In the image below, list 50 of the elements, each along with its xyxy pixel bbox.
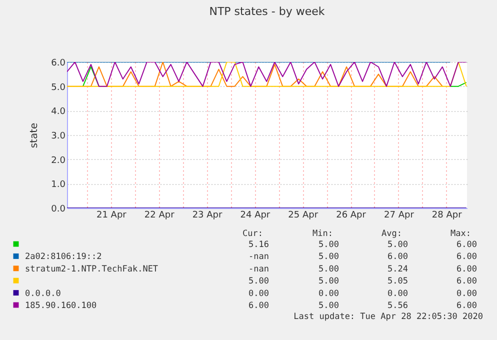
text: Max: [450,229,471,239]
chart-title: NTP states - by week [209,5,326,18]
x-tick-label: 23 Apr [192,210,223,220]
x-tick-label: 28 Apr [432,210,462,220]
text: 6.00 [456,240,477,250]
text: -nan [248,252,269,262]
y-axis-title: state [29,122,40,148]
x-tick-label: 24 Apr [240,210,270,220]
text: 5.00 [318,264,339,274]
text: 5.24 [388,264,408,274]
x-tick-label: 27 Apr [384,210,414,220]
legend-label: 2a02:8106:19::2 [25,252,102,262]
text: Last update: Tue Apr 28 22:05:30 2020 [294,312,483,322]
text: 0.00 [318,288,339,299]
x-tick-label: 25 Apr [288,210,318,220]
text: Cur: [242,229,263,239]
y-tick-label: 5.0 [51,82,66,93]
text: 5.00 [318,301,339,311]
text: 6.00 [456,276,477,287]
y-tick-label: 2.0 [51,156,66,166]
text: 5.00 [318,276,339,287]
text: Avg: [382,229,402,239]
x-tick-label: 26 Apr [336,210,366,220]
text: 5.00 [318,252,339,262]
y-tick-label: 0.0 [51,204,66,214]
text: 5.00 [388,240,408,250]
legend-label: 0.0.0.0 [25,288,61,299]
text: 0.00 [248,288,269,299]
text: 6.00 [456,252,477,262]
text: 5.00 [248,276,269,287]
text: 5.05 [388,276,408,287]
x-tick-label: 21 Apr [96,210,127,220]
legend-label: 185.90.160.100 [25,301,97,311]
text: 6.00 [456,301,477,311]
text: 0.00 [388,288,408,299]
text: 6.00 [248,301,269,311]
text: 6.00 [388,252,408,262]
text: 0.00 [456,288,477,299]
y-tick-label: 6.0 [51,58,66,68]
text: Min: [312,229,333,239]
text: 5.16 [248,240,269,250]
x-tick-label: 22 Apr [144,210,175,220]
text: 5.56 [388,301,408,311]
y-tick-label: 4.0 [51,107,66,118]
y-tick-label: 3.0 [51,132,66,142]
legend-label: stratum2-1.NTP.TechFak.NET [25,264,158,274]
text: -nan [248,264,269,274]
text: 6.00 [456,264,477,274]
text: 5.00 [318,240,339,250]
y-tick-label: 1.0 [51,180,66,190]
